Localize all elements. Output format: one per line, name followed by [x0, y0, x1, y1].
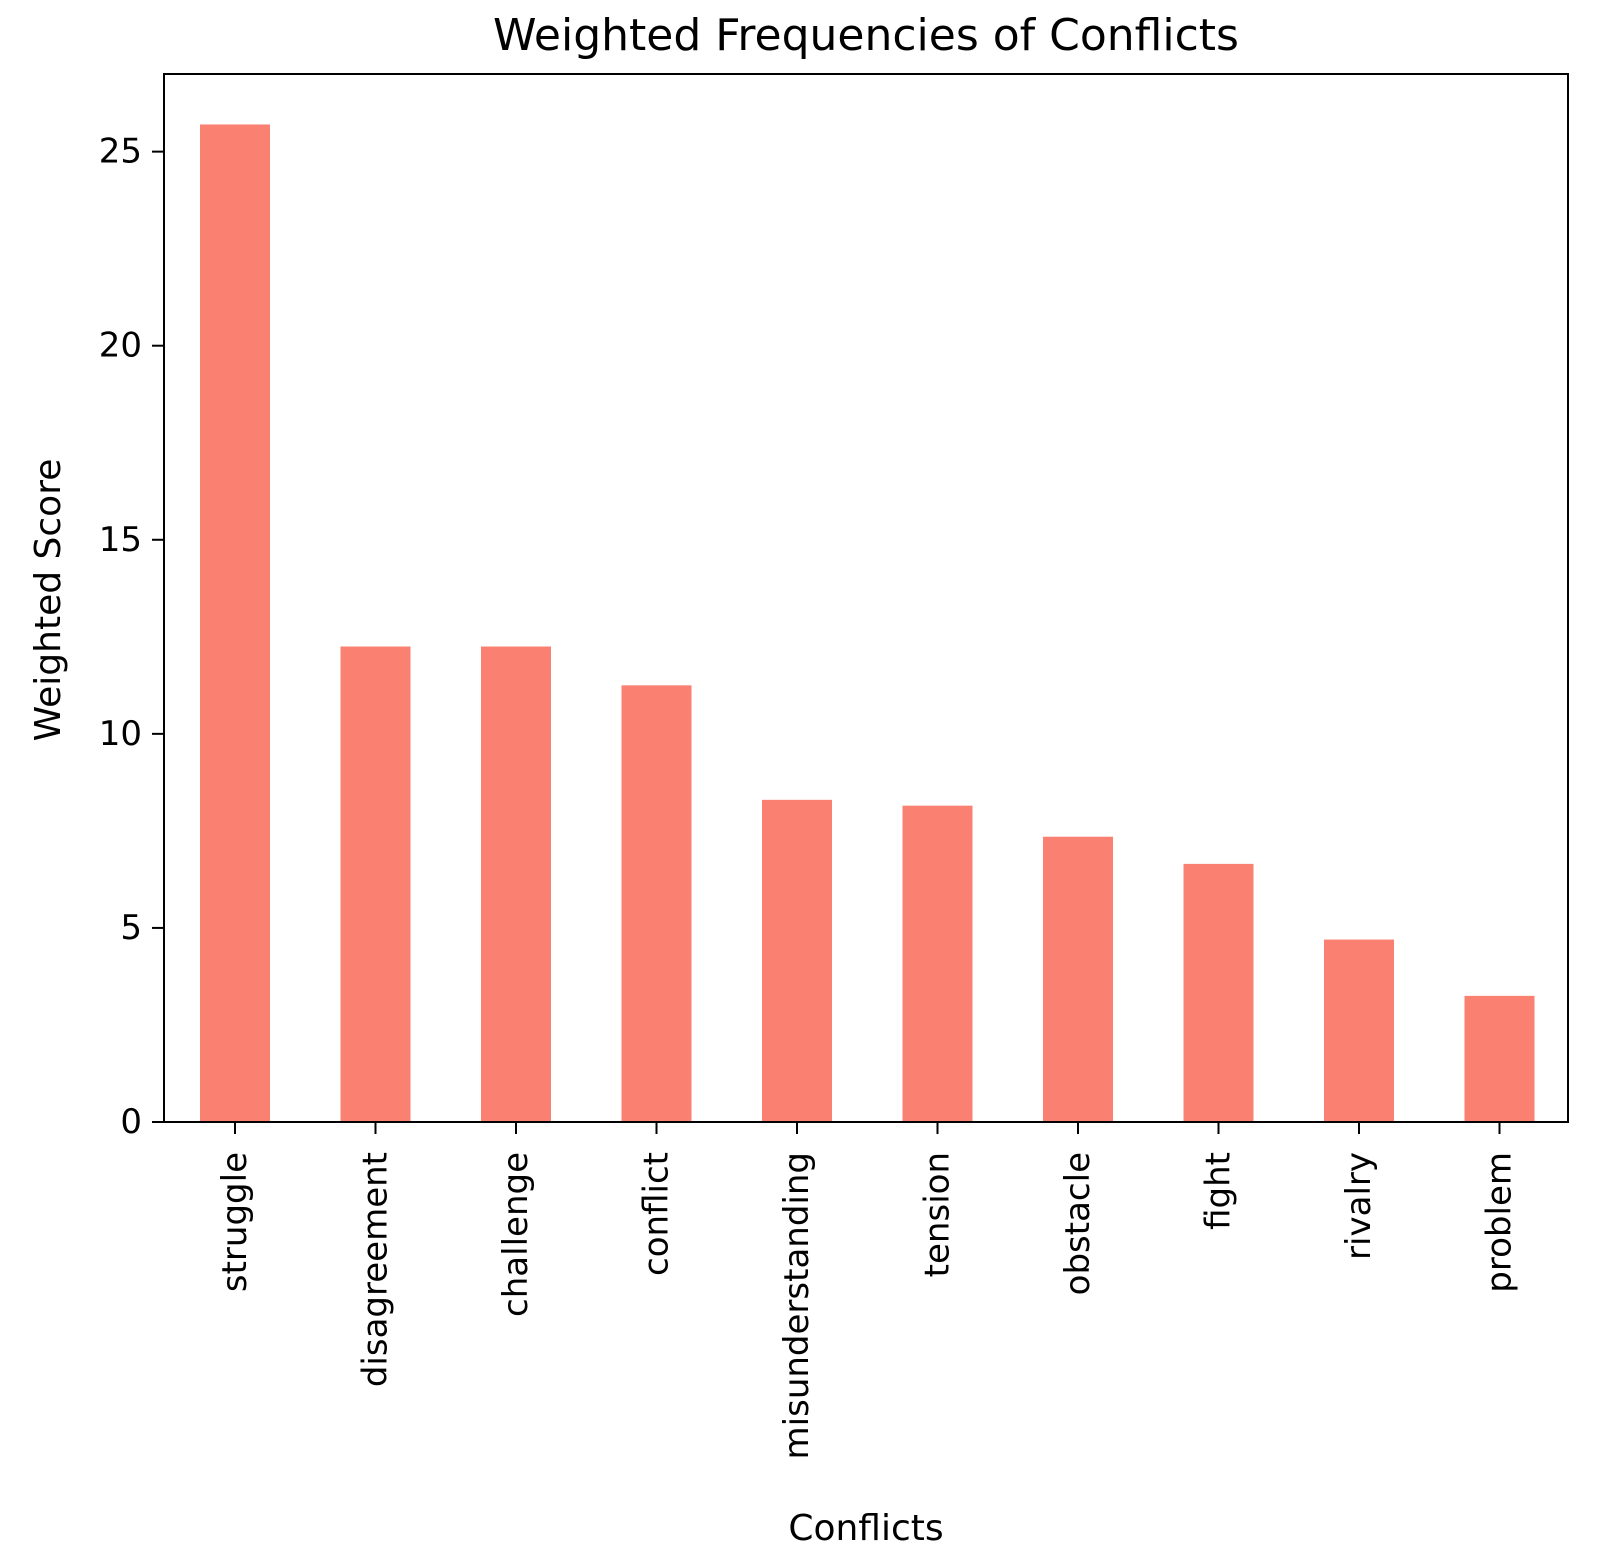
bar-fight — [1183, 863, 1254, 1122]
bar-obstacle — [1043, 836, 1113, 1122]
x-tick-label: disagreement — [356, 1152, 396, 1387]
y-tick-label: 5 — [120, 908, 142, 948]
y-tick-label: 25 — [99, 132, 142, 172]
x-ticks-group: struggle disagreement challenge conflict mis… — [215, 1122, 1520, 1459]
x-tick-label: fight — [1199, 1152, 1239, 1230]
plot-frame — [163, 73, 1569, 1123]
bar-conflict — [621, 685, 692, 1122]
chart-title: Weighted Frequencies of Conflicts — [493, 10, 1239, 61]
x-tick-label: tension — [918, 1152, 958, 1277]
x-tick-label: conflict — [637, 1152, 677, 1276]
bar-disagreement — [340, 646, 411, 1122]
bar-tension — [902, 805, 973, 1122]
y-ticks-group: 0 5 10 15 20 25 — [99, 132, 164, 1142]
y-tick-label: 10 — [99, 714, 142, 754]
x-tick-label: misunderstanding — [777, 1152, 817, 1459]
bar-challenge — [481, 646, 551, 1122]
bar-misunderstanding — [762, 799, 832, 1122]
bar-problem — [1464, 995, 1535, 1122]
x-tick-label: rivalry — [1339, 1152, 1379, 1260]
bar-rivalry — [1324, 939, 1394, 1122]
x-tick-label: challenge — [496, 1152, 536, 1317]
x-tick-label: obstacle — [1058, 1152, 1098, 1295]
bar-struggle — [200, 124, 270, 1123]
x-axis-label: Conflicts — [788, 1508, 943, 1549]
y-tick-label: 15 — [99, 520, 142, 560]
y-axis-label: Weighted Score — [28, 459, 69, 742]
y-tick-label: 0 — [120, 1102, 142, 1142]
y-tick-label: 20 — [99, 326, 142, 366]
x-tick-label: struggle — [215, 1152, 255, 1292]
x-tick-label: problem — [1480, 1152, 1520, 1293]
bars-group — [200, 124, 1535, 1123]
